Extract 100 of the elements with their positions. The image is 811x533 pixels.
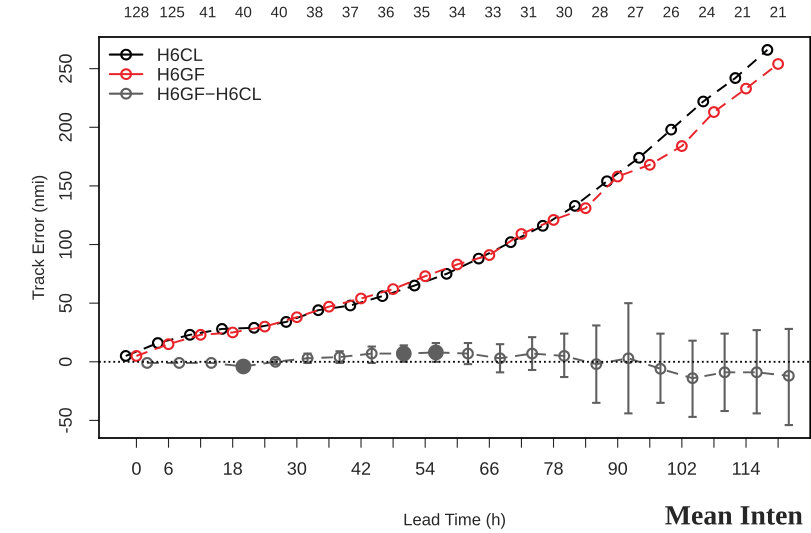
point <box>708 106 720 118</box>
text: Mean Inten <box>665 506 802 525</box>
x-tick-label: 54 <box>416 462 435 475</box>
point <box>323 300 335 313</box>
text: 40 <box>270 6 287 18</box>
point <box>772 58 784 70</box>
text: 26 <box>663 6 679 18</box>
point <box>205 357 218 369</box>
text: 36 <box>378 6 394 18</box>
text: 24 <box>699 6 715 18</box>
y-tick-label: 0 <box>59 357 72 366</box>
point <box>376 290 388 302</box>
point <box>697 96 710 108</box>
text: 40 <box>235 6 252 18</box>
point <box>686 372 698 384</box>
point <box>440 268 452 280</box>
y-tick-label: 50 <box>59 294 72 312</box>
point <box>162 338 174 350</box>
point <box>280 316 292 328</box>
x-tick-label: 42 <box>351 462 370 475</box>
point <box>419 270 432 282</box>
point <box>184 328 196 341</box>
legend-label: H6GF−H6CL <box>158 87 262 100</box>
y-tick-label: 150 <box>59 172 72 200</box>
x-tick-label: 78 <box>544 462 563 475</box>
point <box>504 236 517 248</box>
x-tick-label: 102 <box>668 462 696 475</box>
point <box>173 357 186 369</box>
point <box>782 370 795 382</box>
text: 21 <box>770 6 786 18</box>
point <box>558 350 570 362</box>
x-axis-title: Lead Time (h) <box>404 513 505 529</box>
point <box>633 152 645 164</box>
x-tick-label: 114 <box>733 462 760 475</box>
point <box>569 200 581 212</box>
text: 27 <box>628 6 644 18</box>
point <box>601 175 613 188</box>
x-tick-label: 6 <box>164 462 173 475</box>
y-tick-label: -50 <box>59 408 72 433</box>
x-tick-label: 66 <box>480 462 499 475</box>
x-tick-label: 90 <box>608 462 628 475</box>
legend-label: H6CL <box>158 48 202 62</box>
point <box>472 252 485 265</box>
point <box>194 328 207 341</box>
point <box>152 337 164 349</box>
text: 35 <box>414 6 430 18</box>
text: 28 <box>592 6 608 18</box>
text: 33 <box>485 6 501 18</box>
text: 21 <box>734 6 750 18</box>
point <box>516 228 528 240</box>
text: 38 <box>306 6 323 18</box>
text: 34 <box>449 6 466 18</box>
text: 37 <box>342 6 358 18</box>
y-tick-label: 250 <box>59 54 72 83</box>
text: 41 <box>200 6 216 18</box>
point <box>580 202 592 214</box>
point <box>644 158 656 171</box>
legend-label: H6GF <box>158 68 204 81</box>
point <box>729 72 742 84</box>
point <box>451 258 464 270</box>
point <box>120 350 132 362</box>
point <box>141 357 154 369</box>
y-tick-label: 100 <box>59 230 72 258</box>
point <box>226 326 239 338</box>
point <box>548 214 560 226</box>
point <box>312 304 324 316</box>
point <box>612 170 624 182</box>
point <box>526 348 538 360</box>
point <box>676 140 688 152</box>
point <box>622 352 634 364</box>
text: 128 <box>124 6 149 18</box>
point <box>355 292 367 304</box>
text: 30 <box>556 6 572 18</box>
y-tick-label: 200 <box>59 112 72 142</box>
point <box>654 362 666 375</box>
point <box>665 124 678 136</box>
point <box>258 320 271 333</box>
point <box>344 300 356 312</box>
point <box>216 323 228 335</box>
x-tick-label: 30 <box>287 462 306 475</box>
point <box>536 220 549 232</box>
point <box>483 249 496 261</box>
point <box>740 82 752 94</box>
point <box>462 348 474 360</box>
point <box>590 358 602 370</box>
point <box>750 366 763 378</box>
text: 31 <box>520 6 536 18</box>
point <box>718 366 731 378</box>
point <box>387 283 400 295</box>
point <box>762 44 774 56</box>
point <box>290 311 303 324</box>
point <box>408 280 420 292</box>
x-tick-label: 0 <box>132 462 141 475</box>
point <box>270 356 282 368</box>
point <box>366 348 378 360</box>
point <box>248 322 260 334</box>
text: 125 <box>160 6 184 18</box>
y-axis-title: Track Error (nmi) <box>32 176 48 300</box>
point <box>494 352 506 364</box>
x-tick-label: 18 <box>224 462 242 475</box>
